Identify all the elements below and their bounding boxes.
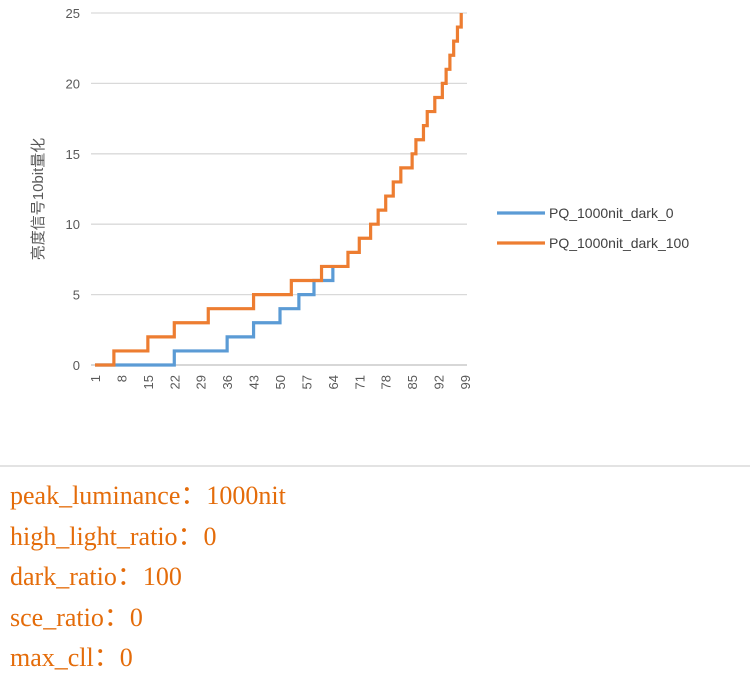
y-tick-label: 15	[66, 147, 80, 162]
series-line-0	[95, 266, 335, 367]
x-tick-label: 99	[458, 375, 473, 389]
x-tick-label: 78	[379, 375, 394, 389]
x-tick-label: 71	[352, 375, 367, 389]
legend-label-0: PQ_1000nit_dark_0	[549, 205, 674, 221]
x-tick-label: 57	[299, 375, 314, 389]
param-dark-ratio: dark_ratio：100	[10, 562, 182, 591]
series-line-1	[95, 13, 463, 367]
x-tick-label: 1	[88, 375, 103, 382]
legend-label-1: PQ_1000nit_dark_100	[549, 235, 689, 251]
param-peak-luminance: peak_luminance：1000nit	[10, 481, 286, 510]
y-tick-label: 25	[66, 6, 80, 21]
section-divider	[0, 465, 750, 467]
x-tick-label: 22	[167, 375, 182, 389]
y-tick-label: 5	[73, 288, 80, 303]
x-tick-label: 85	[405, 375, 420, 389]
y-tick-label: 0	[73, 358, 80, 373]
y-axis-label: 亮度信号10bit量化	[30, 138, 47, 261]
y-tick-label: 10	[66, 217, 80, 232]
param-max-cll: max_cll：0	[10, 643, 133, 672]
y-tick-label: 20	[66, 76, 80, 91]
param-high-light-ratio: high_light_ratio：0	[10, 521, 217, 551]
x-tick-label: 36	[220, 375, 235, 389]
x-tick-label: 64	[326, 375, 341, 389]
x-tick-label: 29	[194, 375, 209, 389]
x-tick-label: 8	[114, 375, 129, 382]
chart-area: 0 5 10 15 20 25 1 8 15 22 29 36 43 50 57 64 71 78 85 92 99 亮度…	[30, 6, 689, 389]
x-tick-label: 43	[247, 375, 262, 389]
line-chart: 0 5 10 15 20 25 1 8 15 22 29 36 43 50 57 64 71 78 85 92 99 亮度…	[30, 6, 689, 389]
x-tick-label: 50	[273, 375, 288, 389]
x-tick-label: 92	[432, 375, 447, 389]
param-sce-ratio: sce_ratio：0	[10, 602, 143, 632]
parameter-list: peak_luminance：1000nit high_light_ratio：…	[10, 476, 730, 679]
x-tick-label: 15	[141, 375, 156, 389]
